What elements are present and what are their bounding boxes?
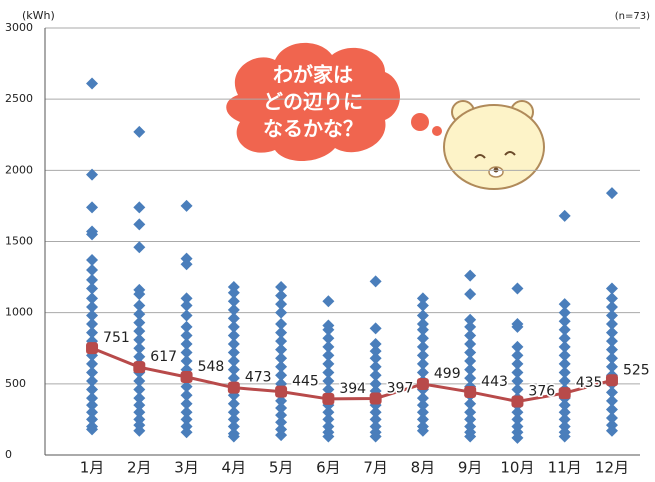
value-label: 435 bbox=[576, 375, 603, 391]
x-tick-label: 5月 bbox=[269, 459, 294, 477]
value-label: 397 bbox=[387, 380, 414, 396]
chart: (kWh) (n=73) 050010001500200025003000わが家… bbox=[0, 0, 655, 482]
value-label: 445 bbox=[292, 374, 319, 390]
x-tick-label: 12月 bbox=[595, 459, 629, 477]
y-tick-label: 1500 bbox=[5, 235, 33, 248]
x-tick-label: 3月 bbox=[174, 459, 199, 477]
data-point bbox=[86, 78, 98, 90]
bubble-text: わが家は bbox=[273, 63, 353, 87]
data-point bbox=[606, 187, 618, 199]
data-point bbox=[133, 201, 145, 213]
value-label: 751 bbox=[103, 330, 130, 346]
sample-label: (n=73) bbox=[615, 11, 650, 22]
average-marker bbox=[86, 342, 98, 354]
x-tick-label: 2月 bbox=[127, 459, 152, 477]
average-marker bbox=[322, 393, 334, 405]
data-point bbox=[133, 241, 145, 253]
y-tick-label: 2000 bbox=[5, 163, 33, 176]
data-point bbox=[370, 322, 382, 334]
average-marker bbox=[370, 392, 382, 404]
value-label: 525 bbox=[623, 362, 650, 378]
data-point bbox=[464, 288, 476, 300]
value-label: 499 bbox=[434, 366, 461, 382]
x-tick-label: 10月 bbox=[500, 459, 534, 477]
data-point bbox=[181, 310, 193, 322]
average-marker bbox=[606, 374, 618, 386]
x-tick-label: 1月 bbox=[80, 459, 105, 477]
x-tick-label: 11月 bbox=[548, 459, 582, 477]
data-point bbox=[133, 218, 145, 230]
average-marker bbox=[464, 386, 476, 398]
y-tick-label: 2500 bbox=[5, 92, 33, 105]
data-point bbox=[559, 210, 571, 222]
data-point bbox=[370, 275, 382, 287]
x-tick-label: 4月 bbox=[222, 459, 247, 477]
average-marker bbox=[417, 378, 429, 390]
value-label: 473 bbox=[245, 370, 272, 386]
average-marker bbox=[559, 387, 571, 399]
value-label: 443 bbox=[481, 374, 508, 390]
average-marker bbox=[228, 382, 240, 394]
x-tick-label: 8月 bbox=[411, 459, 436, 477]
value-label: 376 bbox=[528, 383, 555, 399]
data-point bbox=[275, 307, 287, 319]
average-marker bbox=[275, 386, 287, 398]
x-tick-label: 6月 bbox=[316, 459, 341, 477]
average-marker bbox=[181, 371, 193, 383]
y-tick-label: 0 bbox=[5, 448, 12, 461]
x-tick-label: 9月 bbox=[458, 459, 483, 477]
value-label: 548 bbox=[198, 359, 225, 375]
data-point bbox=[464, 270, 476, 282]
x-tick-label: 7月 bbox=[363, 459, 388, 477]
y-tick-label: 1000 bbox=[5, 306, 33, 319]
value-label: 394 bbox=[339, 381, 366, 397]
average-marker bbox=[511, 395, 523, 407]
bubble-text: どの辺りに bbox=[263, 90, 363, 114]
value-label: 617 bbox=[150, 349, 177, 365]
y-tick-label: 3000 bbox=[5, 21, 33, 34]
bubble-text: なるかな？ bbox=[263, 117, 363, 141]
data-point bbox=[181, 200, 193, 212]
data-point bbox=[86, 201, 98, 213]
data-point bbox=[322, 295, 334, 307]
data-point bbox=[511, 282, 523, 294]
data-point bbox=[133, 126, 145, 138]
y-tick-label: 500 bbox=[5, 377, 26, 390]
average-marker bbox=[133, 361, 145, 373]
